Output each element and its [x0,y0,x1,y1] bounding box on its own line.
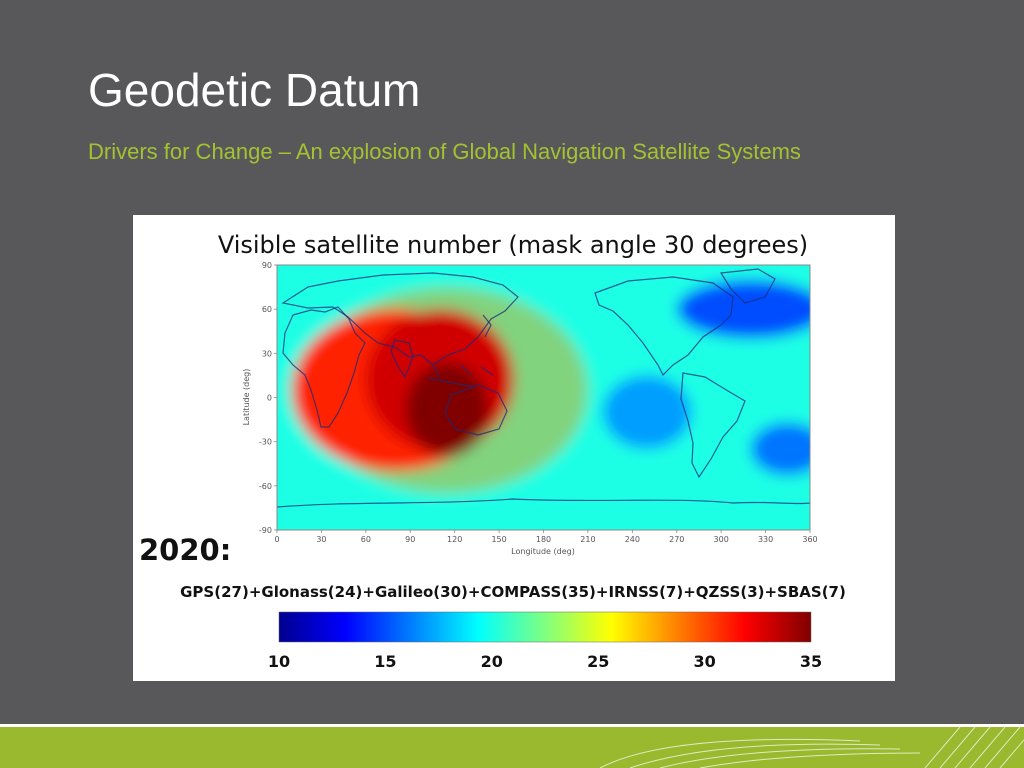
x-tick-label: 330 [758,535,773,544]
y-tick-label: 30 [262,349,272,358]
y-tick-label: 90 [262,261,272,270]
heat-region-pacific-low [602,375,692,450]
colorbar-tick-label: 10 [268,652,290,671]
coast-australia [444,384,508,436]
x-tick-label: 60 [361,535,371,544]
x-axis-label: Longitude (deg) [511,547,575,556]
coast-indonesia [427,364,494,388]
slide-subtitle: Drivers for Change – An explosion of Glo… [88,139,801,164]
constellations-label: GPS(27)+Glonass(24)+Galileo(30)+COMPASS(… [180,583,846,601]
y-axis-label: Latitude (deg) [242,369,251,426]
footer-divider [0,724,1024,727]
year-label: 2020: [139,533,231,567]
colorbar-tick-label: 30 [693,652,715,671]
y-tick-label: -90 [259,526,272,535]
x-tick-label: 270 [669,535,684,544]
coast-india [390,339,414,379]
heat-region-north-atlantic-low [676,279,810,339]
colorbar-ticks: 10 15 20 25 30 35 [268,652,822,671]
x-tick-label: 120 [447,535,462,544]
coast-north-america [594,276,734,377]
x-tick-label: 30 [316,535,326,544]
colorbar-tick-label: 15 [374,652,396,671]
satellite-visibility-figure: Visible satellite number (mask angle 30 … [133,215,895,681]
y-tick-label: -30 [259,438,272,447]
coast-south-america [680,372,746,479]
x-tick-label: 150 [491,535,506,544]
footer-swoosh-decoration [599,727,1024,768]
x-tick-label: 210 [580,535,595,544]
y-tick-label: 60 [262,305,272,314]
chart-title: Visible satellite number (mask angle 30 … [218,231,808,259]
coast-antarctica [277,498,810,508]
heat-region-asia-pacific-peak [405,362,489,457]
colorbar-tick-label: 35 [800,652,822,671]
coast-eurasia [281,272,519,366]
coast-africa [282,306,366,428]
x-axis-ticks: 0 30 60 90 120 150 180 210 240 270 300 330 360 [274,530,818,544]
y-tick-label: -60 [259,482,272,491]
coast-japan [482,314,492,338]
x-tick-label: 180 [536,535,551,544]
slide-title: Geodetic Datum [88,64,421,116]
x-tick-label: 360 [802,535,817,544]
footer-band [0,727,1024,768]
y-axis-ticks: 90 60 30 0 -30 -60 -90 [259,261,277,535]
colorbar [278,611,812,643]
x-tick-label: 300 [714,535,729,544]
y-tick-label: 0 [267,394,272,403]
colorbar-tick-label: 25 [587,652,609,671]
x-tick-label: 90 [405,535,415,544]
colorbar-tick-label: 20 [481,652,503,671]
heatmap-plot-area [277,265,810,530]
x-tick-label: 240 [625,535,640,544]
x-tick-label: 0 [274,535,279,544]
coast-greenland [719,268,776,304]
satellite-visibility-chart: Visible satellite number (mask angle 30 … [139,231,846,671]
heat-region-south-atlantic-low [750,422,810,476]
coastlines [277,268,810,508]
